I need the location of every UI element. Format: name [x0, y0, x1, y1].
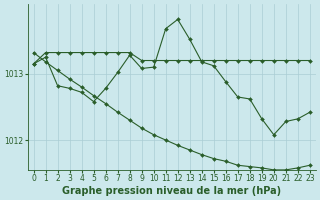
- X-axis label: Graphe pression niveau de la mer (hPa): Graphe pression niveau de la mer (hPa): [62, 186, 281, 196]
